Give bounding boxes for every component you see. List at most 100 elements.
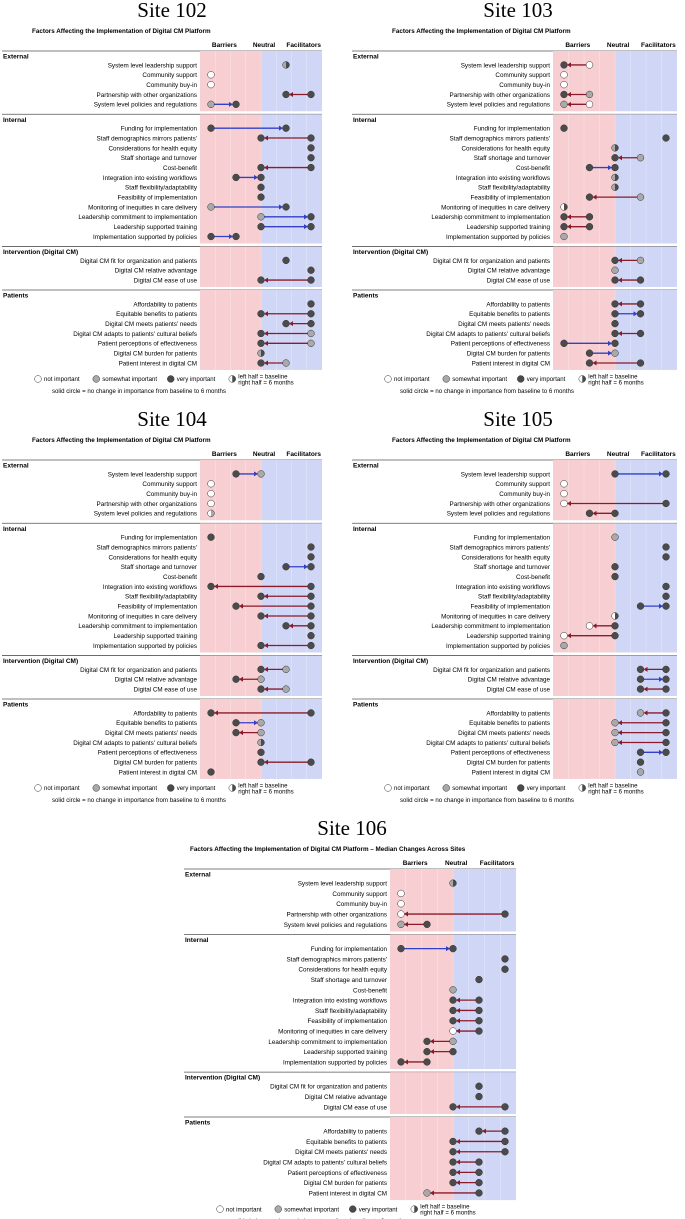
factor-label: Patient interest in digital CM (119, 769, 197, 776)
factor-label: Patient perceptions of effectiveness (98, 341, 197, 348)
baseline-point (636, 329, 645, 338)
factor-label: Monitoring of inequities in care deliver… (441, 204, 551, 211)
point (257, 572, 265, 581)
point (397, 920, 405, 928)
arrowhead (279, 204, 283, 210)
arrowhead (264, 613, 268, 619)
legend-very-important: very important (177, 376, 216, 383)
category-label: Intervention (Digital CM) (353, 249, 428, 256)
point (636, 709, 645, 717)
arrowhead (304, 564, 308, 570)
factor-label: Considerations for health equity (108, 554, 197, 561)
point-right-half (232, 784, 236, 792)
arrowhead (214, 710, 218, 716)
factor-label: Monitoring of inequities in care deliver… (88, 613, 198, 620)
point-right-half (414, 1205, 418, 1213)
legend-very-important-marker (349, 1205, 357, 1213)
point (257, 359, 265, 367)
point (662, 553, 670, 561)
legend-somewhat-important-marker (92, 375, 100, 383)
chart-subtitle: Factors Affecting the Implementation of … (190, 846, 466, 853)
factor-label: Funding for implementation (121, 535, 198, 542)
factor-label: Patient interest in digital CM (119, 360, 197, 367)
point (611, 349, 619, 357)
baseline-point (636, 359, 645, 367)
factor-label: Staff demographics mirrors patients' (450, 135, 550, 142)
arrowhead (567, 62, 571, 68)
point (307, 632, 315, 640)
category-label: Intervention (Digital CM) (3, 658, 78, 665)
point (257, 310, 265, 318)
arrowhead (264, 686, 268, 692)
factor-label: Monitoring of inequities in care deliver… (441, 613, 551, 620)
point (307, 154, 315, 162)
factor-label: Digital CM adapts to patients' cultural … (263, 1159, 387, 1166)
point (611, 339, 619, 347)
factor-label: Leadership supported training (467, 224, 551, 231)
point (611, 533, 619, 541)
factor-label: Digital CM relative advantage (115, 677, 198, 684)
baseline-point (501, 910, 509, 918)
arrowhead (592, 360, 597, 366)
point-outline (282, 61, 290, 69)
category-label: Internal (185, 937, 209, 944)
baseline-point (307, 582, 315, 591)
baseline-point (475, 1017, 483, 1025)
legend-half-6-months: right half = 6 months (238, 788, 293, 795)
baseline-point (232, 470, 240, 478)
column-label-facilitators: Facilitators (286, 451, 321, 458)
baseline-point (257, 675, 265, 683)
point-outline (611, 173, 619, 182)
arrowhead (264, 360, 268, 366)
factor-label: Leadership commitment to implementation (431, 623, 550, 630)
factor-label: Feasibility of implementation (471, 604, 551, 611)
arrowhead (229, 101, 233, 107)
point (560, 124, 568, 132)
point (475, 1127, 483, 1135)
point-left-half (228, 375, 233, 383)
legend-very-important: very important (527, 785, 566, 792)
legend-half-6-months: right half = 6 months (420, 1210, 475, 1217)
baseline-point (232, 173, 240, 182)
point (207, 80, 215, 89)
legend-not-important-marker (384, 784, 392, 792)
baseline-point (307, 602, 315, 610)
arrowhead (430, 1049, 434, 1055)
baseline-point (611, 622, 619, 630)
arrowhead (304, 214, 308, 220)
arrowhead (279, 125, 283, 131)
legend-very-important: very important (527, 376, 566, 383)
baseline-point (307, 339, 315, 347)
baseline-point (636, 675, 645, 683)
factor-label: Affordability to patients (133, 301, 197, 308)
factor-label: Digital CM fit for organization and pati… (433, 667, 550, 674)
baseline-point (585, 90, 594, 99)
point (307, 300, 315, 308)
point (423, 1048, 431, 1056)
category-label: Patients (3, 702, 29, 709)
category-label: Patients (353, 293, 379, 300)
arrowhead (608, 165, 612, 171)
point-left-half (449, 879, 453, 887)
point (611, 266, 619, 274)
arrowhead (264, 165, 268, 171)
legend-somewhat-important-marker (274, 1205, 282, 1213)
point (611, 563, 619, 571)
point-right-half (286, 61, 290, 69)
arrowhead (659, 603, 663, 609)
arrowhead (567, 500, 571, 506)
baseline-point (307, 329, 315, 338)
point (397, 1058, 405, 1066)
factor-label: Integration into existing workflows (103, 175, 197, 182)
baseline-point (257, 223, 265, 231)
point (611, 728, 619, 737)
category-label: External (353, 463, 379, 470)
column-label-barriers: Barriers (565, 42, 590, 49)
factor-label: Staff shortage and turnover (311, 977, 387, 984)
factor-label: Leadership commitment to implementation (268, 1039, 387, 1046)
point (449, 1158, 457, 1166)
legend-not-important: not important (44, 785, 80, 792)
point-left-half (611, 144, 615, 152)
category-label: Patients (353, 702, 379, 709)
factor-label: Patient interest in digital CM (472, 769, 550, 776)
